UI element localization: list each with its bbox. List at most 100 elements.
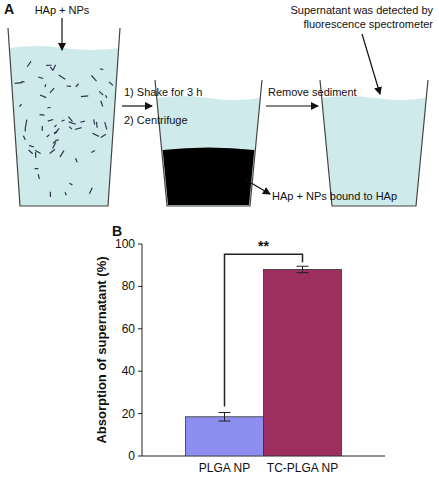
y-tick-label: 80	[122, 279, 136, 293]
particle	[35, 168, 39, 169]
particle	[35, 152, 36, 158]
step-label: 2) Centrifuge	[124, 114, 188, 126]
particle	[53, 65, 56, 71]
panel-label: A	[4, 1, 14, 17]
particle	[42, 126, 43, 131]
particle	[47, 135, 50, 137]
arrow	[122, 105, 152, 106]
particle	[29, 150, 33, 154]
y-tick-label: 20	[122, 407, 136, 421]
particle	[50, 88, 54, 93]
particle	[38, 174, 39, 179]
y-tick	[138, 286, 142, 287]
particle	[46, 65, 51, 66]
figure: A HAp + NPs 1) Shake for 3 h 2) Centrifuge R…	[0, 0, 439, 500]
particle	[68, 117, 72, 122]
particle	[56, 139, 59, 140]
error-bar-cap	[297, 272, 309, 273]
particle	[23, 136, 25, 140]
particle	[19, 104, 21, 106]
step-label: Remove sediment	[268, 86, 357, 98]
particle	[40, 114, 45, 116]
particle	[35, 150, 41, 153]
y-axis-label: Absorption of supernatant (%)	[94, 256, 109, 443]
particle	[25, 120, 26, 128]
particle	[69, 127, 72, 129]
particle	[50, 67, 52, 70]
x-tick-label: TC-PLGA NP	[267, 461, 338, 475]
particle	[69, 183, 72, 185]
error-bar	[297, 266, 309, 272]
particle	[101, 101, 103, 107]
y-tick	[138, 413, 142, 414]
particle	[54, 128, 59, 134]
bars	[186, 269, 342, 456]
error-bar-cap	[219, 412, 231, 413]
particle	[96, 122, 98, 128]
tube-1-liquid	[9, 46, 118, 206]
particle	[105, 95, 106, 98]
particle	[40, 95, 46, 98]
error-bar-line	[224, 413, 225, 421]
arrow	[246, 180, 270, 194]
y-tick-label: 100	[115, 237, 135, 251]
particle	[61, 120, 64, 121]
y-tick	[138, 371, 142, 372]
y-tick	[138, 244, 142, 245]
bar	[186, 417, 264, 456]
particle	[38, 77, 43, 78]
particle	[93, 119, 95, 124]
particle	[65, 192, 66, 195]
particle	[29, 145, 34, 147]
particle	[76, 84, 79, 87]
particle	[89, 188, 92, 194]
y-tick	[138, 328, 142, 329]
significance-bracket	[225, 254, 303, 406]
particle	[105, 122, 107, 129]
particle	[81, 95, 88, 97]
particle	[50, 149, 55, 153]
particle	[25, 127, 26, 131]
particle	[15, 82, 23, 84]
arrow	[61, 18, 62, 50]
particle	[101, 134, 106, 137]
y-axis	[142, 244, 143, 456]
particle	[99, 91, 103, 95]
particle	[69, 122, 76, 124]
error-bar-cap	[297, 266, 309, 267]
y-tick-label: 60	[122, 322, 136, 336]
particle	[50, 192, 51, 197]
arrow	[266, 105, 318, 106]
tube-1	[8, 28, 120, 206]
tube-2	[155, 80, 262, 206]
sediment	[163, 148, 255, 206]
error-bar-line	[302, 266, 303, 272]
particle	[47, 107, 50, 109]
particle	[44, 84, 46, 87]
particle	[67, 85, 72, 87]
particle	[60, 151, 64, 157]
tube-3	[320, 80, 428, 206]
y-tick	[138, 456, 142, 457]
particle	[100, 68, 103, 70]
particle	[80, 121, 85, 122]
step-label: 1) Shake for 3 h	[124, 86, 202, 98]
bar	[264, 269, 342, 456]
x-tick-label: PLGA NP	[199, 461, 250, 475]
particle	[27, 61, 31, 66]
input-label: HAp + NPs	[35, 4, 90, 16]
y-tick-label: 0	[128, 449, 135, 463]
particle	[91, 76, 96, 82]
particle	[53, 142, 56, 148]
particle	[91, 150, 95, 152]
particle	[54, 125, 56, 127]
detection-label: fluorescence spectrometer	[303, 18, 433, 30]
error-bar-cap	[219, 421, 231, 422]
significance-label: **	[258, 238, 269, 254]
arrow	[362, 34, 380, 94]
y-tick-label: 40	[122, 364, 136, 378]
particle	[75, 128, 82, 130]
particle	[21, 81, 24, 82]
error-bar	[219, 413, 231, 421]
particle	[48, 120, 53, 122]
